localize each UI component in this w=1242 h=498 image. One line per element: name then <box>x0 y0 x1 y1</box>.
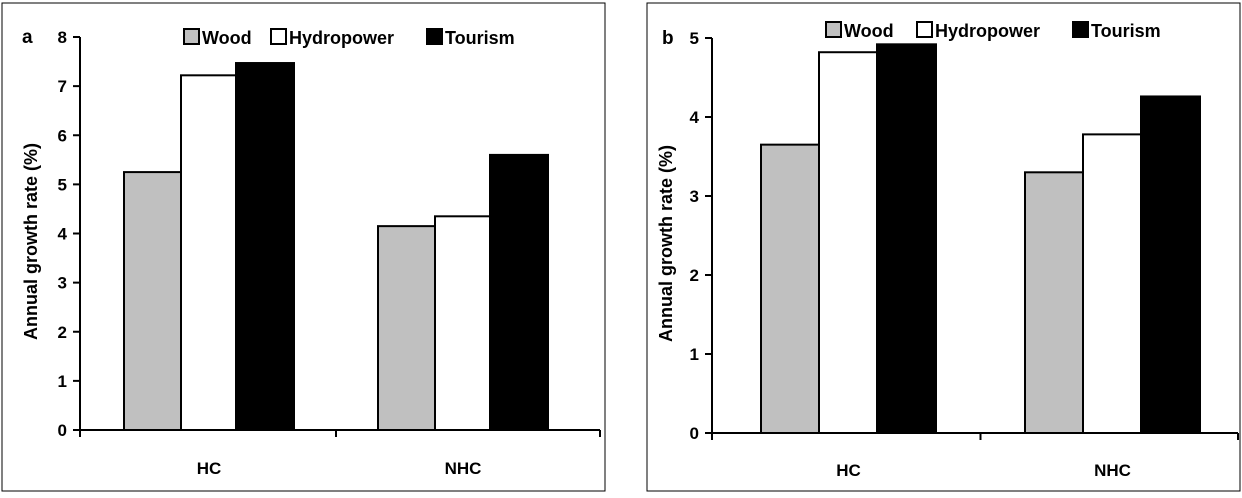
y-tick-label: 4 <box>58 225 68 244</box>
bar-wood-hc <box>760 143 820 434</box>
bar-tourism-nhc <box>489 153 549 431</box>
x-category-label: NHC <box>445 459 482 478</box>
y-tick-label: 3 <box>58 274 67 293</box>
y-tick-label: 0 <box>58 421 67 440</box>
y-tick-label: 1 <box>58 372 67 391</box>
x-category-label: HC <box>197 459 222 478</box>
panel-label: a <box>22 27 33 48</box>
legend-label-wood: Wood <box>202 28 252 48</box>
chart-panel-b: b 0 1 2 3 4 5 Annual growth rate (%) HC NHC Wood Hy… <box>646 2 1241 492</box>
y-tick-label: 7 <box>58 77 67 96</box>
legend-label-tourism: Tourism <box>445 28 515 48</box>
legend-swatch-wood <box>825 21 842 38</box>
legend-label-hydropower: Hydropower <box>289 28 394 48</box>
y-tick-label: 3 <box>690 187 699 206</box>
y-tick-label: 8 <box>58 28 67 47</box>
bar-tourism-hc <box>876 43 937 434</box>
bar-wood-nhc <box>1024 171 1084 435</box>
legend-label-wood: Wood <box>844 21 894 41</box>
legend-swatch-tourism <box>426 28 443 45</box>
y-tick-label: 5 <box>690 29 699 48</box>
legend-label-tourism: Tourism <box>1091 21 1161 41</box>
legend-label-hydropower: Hydropower <box>935 21 1040 41</box>
panel-label: b <box>662 28 674 49</box>
y-tick-label: 6 <box>58 126 67 145</box>
bar-tourism-nhc <box>1140 95 1201 435</box>
y-tick-label: 2 <box>58 323 67 342</box>
y-tick-label: 2 <box>690 266 699 285</box>
y-tick-label: 0 <box>690 424 699 443</box>
legend-swatch-tourism <box>1072 21 1089 38</box>
bar-wood-nhc <box>377 225 436 431</box>
bar-wood-hc <box>123 171 182 431</box>
y-tick-label: 5 <box>58 175 67 194</box>
y-axis-title: Annual growth rate (%) <box>656 145 676 342</box>
y-tick-label: 4 <box>690 108 700 127</box>
chart-panel-a: a 0 1 2 3 4 5 6 7 8 Annual growth rate (%) HC NHC Woo… <box>1 2 606 492</box>
bar-hydropower-hc <box>180 74 237 431</box>
y-axis-title: Annual growth rate (%) <box>21 143 41 340</box>
legend-swatch-wood <box>183 28 200 45</box>
panel-frame <box>646 2 1241 492</box>
bar-hydropower-nhc <box>434 215 491 431</box>
bar-tourism-hc <box>235 62 295 431</box>
x-category-label: NHC <box>1094 461 1131 480</box>
x-category-label: HC <box>836 461 861 480</box>
legend-swatch-hydropower <box>916 21 933 38</box>
y-tick-label: 1 <box>690 345 699 364</box>
bar-hydropower-hc <box>818 51 878 434</box>
legend-swatch-hydropower <box>270 28 287 45</box>
panel-frame <box>1 2 606 492</box>
bar-hydropower-nhc <box>1082 133 1142 434</box>
